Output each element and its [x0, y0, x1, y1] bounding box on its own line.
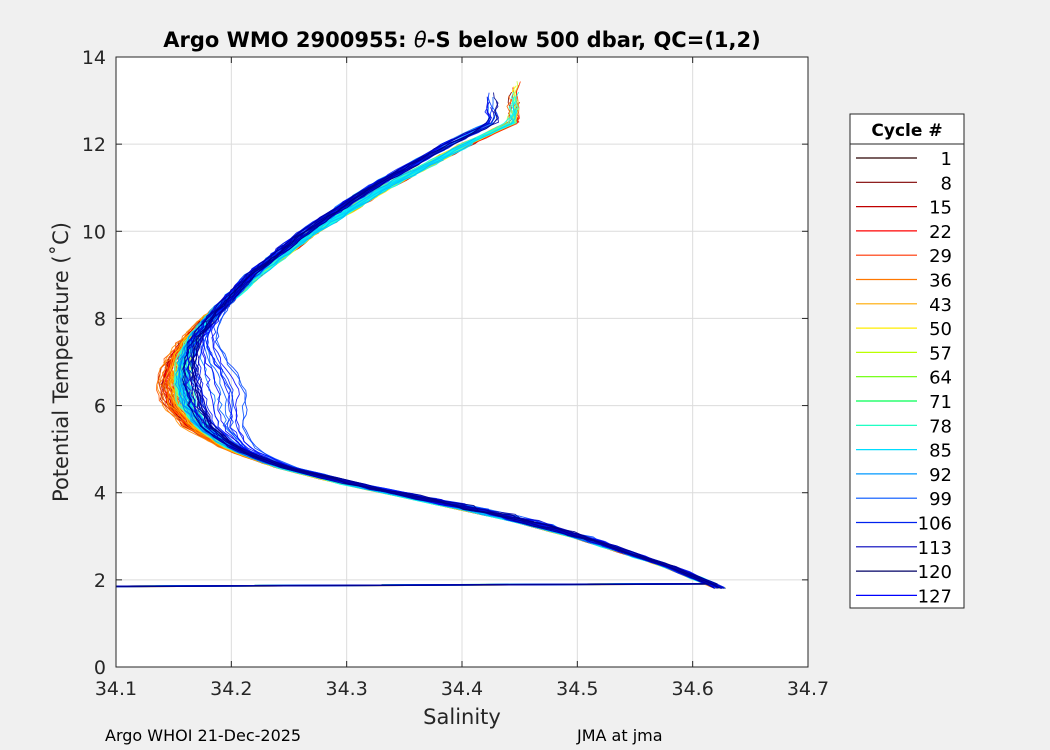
profile-cycle-129 — [116, 92, 718, 588]
legend-label-120: 120 — [918, 562, 952, 583]
x-tick-label: 34.6 — [672, 678, 714, 700]
legend-label-15: 15 — [929, 198, 952, 219]
legend-label-22: 22 — [929, 222, 952, 243]
y-tick-label: 0 — [94, 657, 106, 679]
legend-label-92: 92 — [929, 465, 952, 486]
profile-series-group — [116, 81, 726, 589]
legend-label-50: 50 — [929, 319, 952, 340]
x-tick-label: 34.3 — [326, 678, 368, 700]
legend-box — [849, 113, 965, 609]
legend-label-113: 113 — [918, 538, 952, 559]
axis-ticks: 34.1 34.2 34.3 34.4 34.5 34.6 34.7 0 2 4 6 8 10 12 14 — [82, 47, 829, 700]
x-tick-label: 34.5 — [556, 678, 598, 700]
x-tick-label: 34.2 — [210, 678, 252, 700]
x-tick-label: 34.1 — [95, 678, 137, 700]
legend-label-99: 99 — [929, 489, 952, 510]
y-tick-label: 8 — [94, 308, 106, 330]
legend-label-1: 1 — [941, 149, 952, 170]
profile-cycle-127 — [182, 117, 715, 589]
footer-left: Argo WHOI 21-Dec-2025 — [105, 726, 301, 745]
y-axis-label: Potential Temperature (˚C) — [49, 222, 73, 502]
profile-cycle-128 — [190, 175, 722, 589]
legend: Cycle # 1 8 15 22 29 36 43 50 57 64 71 78 85 92 99 106 1… — [849, 113, 965, 609]
legend-label-8: 8 — [941, 173, 952, 194]
legend-label-78: 78 — [929, 416, 952, 437]
y-tick-label: 14 — [82, 47, 106, 69]
x-axis-label: Salinity — [423, 705, 501, 729]
legend-label-29: 29 — [929, 246, 952, 267]
legend-label-85: 85 — [929, 441, 952, 462]
x-tick-label: 34.7 — [787, 678, 829, 700]
legend-label-71: 71 — [929, 392, 952, 413]
y-tick-label: 2 — [94, 570, 106, 592]
legend-label-64: 64 — [929, 368, 952, 389]
legend-label-57: 57 — [929, 343, 952, 364]
legend-label-127: 127 — [918, 586, 952, 607]
profile-cycle-130 — [192, 127, 720, 589]
y-tick-label: 4 — [94, 483, 106, 505]
profile-cycle-125 — [191, 101, 724, 588]
legend-label-106: 106 — [918, 514, 952, 535]
chart-title: Argo WMO 2900955: θ-S below 500 dbar, QC… — [163, 28, 760, 52]
legend-label-36: 36 — [929, 271, 952, 292]
footer-right: JMA at jma — [576, 726, 663, 745]
y-tick-label: 10 — [82, 221, 106, 243]
y-tick-label: 12 — [82, 134, 106, 156]
legend-title: Cycle # — [871, 121, 942, 141]
legend-label-43: 43 — [929, 295, 952, 316]
y-tick-label: 6 — [94, 396, 106, 418]
x-tick-label: 34.4 — [441, 678, 483, 700]
